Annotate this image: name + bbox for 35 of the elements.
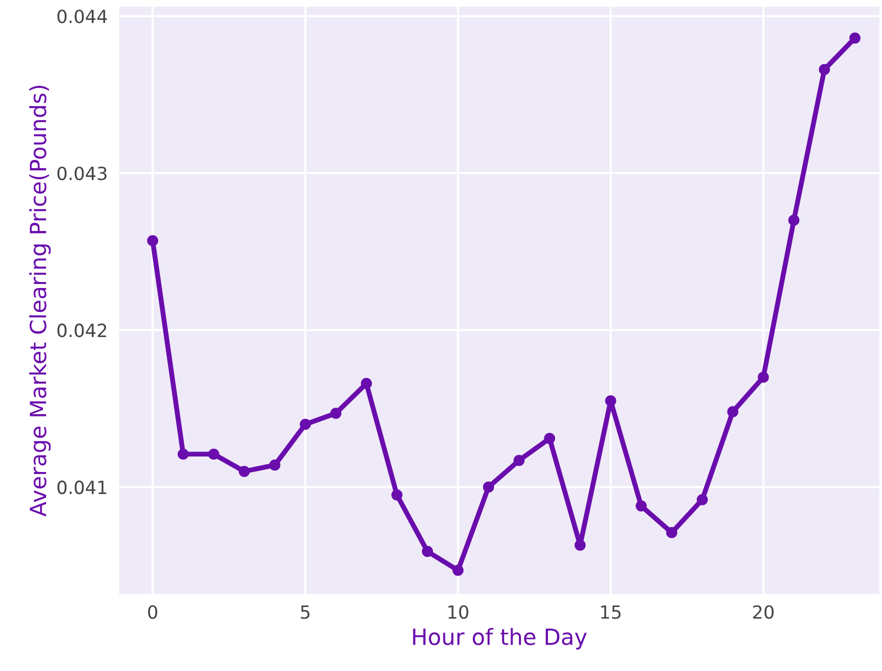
x-tick-label: 20 [753,605,774,619]
y-tick-label: 0.041 [57,480,106,494]
point [514,454,525,466]
point [636,500,647,512]
x-tick-label: 10 [448,605,468,619]
point [849,32,860,44]
point [178,448,189,460]
point [330,408,342,419]
point [300,418,311,430]
y-tick-label: 0.043 [57,166,107,180]
y-tick-label: 0.044 [57,10,107,24]
point [391,489,402,500]
point [696,494,708,506]
x-axis-title: Hour of the Day [413,628,587,650]
y-axis-title: Average Market Clearing Price(Pounds) [29,86,51,517]
point [666,527,678,538]
point [269,460,280,471]
point [544,432,556,444]
x-tick-label: 5 [300,606,310,619]
y-tick-label: 0.042 [57,324,106,338]
point [758,372,769,383]
x-tick-label: 0 [148,605,158,619]
point [605,395,616,406]
point [574,540,586,551]
x-tick-label: 15 [601,606,621,619]
point [238,466,250,477]
point [818,64,830,76]
point [727,406,738,418]
point [147,235,158,246]
point [422,546,434,558]
point [208,448,220,460]
point [788,214,800,226]
point [360,378,372,390]
point [452,564,464,576]
point [482,482,494,493]
